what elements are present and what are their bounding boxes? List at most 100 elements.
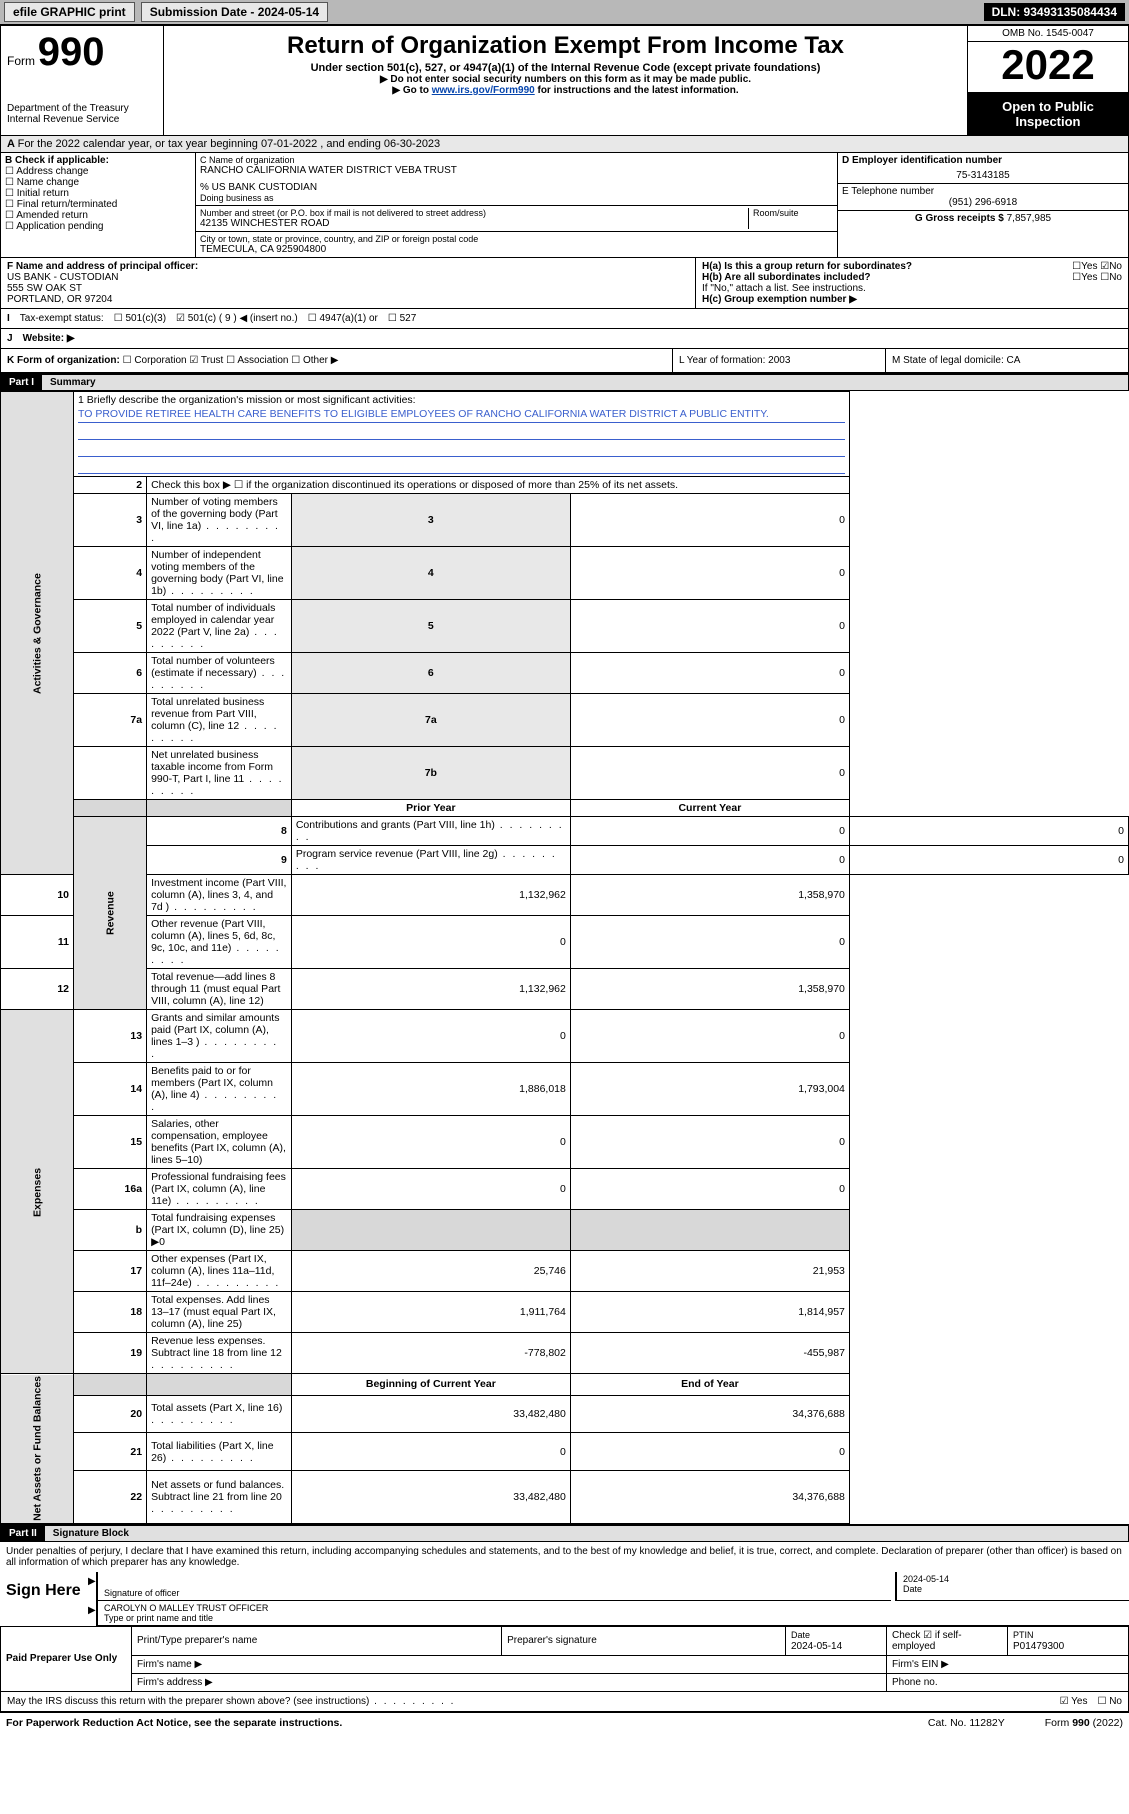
dept-treasury: Department of the Treasury bbox=[7, 103, 157, 114]
chk-501c3[interactable]: ☐ 501(c)(3) bbox=[114, 313, 166, 324]
omb-number: OMB No. 1545-0047 bbox=[968, 26, 1128, 42]
state-domicile: M State of legal domicile: CA bbox=[885, 349, 1128, 372]
rev-row-12: 12Total revenue—add lines 8 through 11 (… bbox=[1, 969, 1129, 1010]
form-number: 990 bbox=[38, 30, 105, 74]
officer-addr2: PORTLAND, OR 97204 bbox=[7, 294, 689, 305]
irs-link[interactable]: www.irs.gov/Form990 bbox=[432, 85, 535, 96]
chk-corp[interactable]: ☐ Corporation bbox=[123, 355, 187, 366]
chk-initial-return[interactable]: Initial return bbox=[5, 188, 191, 199]
part-ii-bar: Part II Signature Block bbox=[0, 1524, 1129, 1542]
prep-self-emp[interactable]: Check ☑ if self-employed bbox=[887, 1626, 1008, 1655]
addr-label: Number and street (or P.O. box if mail i… bbox=[200, 208, 748, 218]
discuss-no[interactable]: ☐ No bbox=[1097, 1696, 1122, 1707]
identity-block: B Check if applicable: Address change Na… bbox=[0, 153, 1129, 258]
discuss-question: May the IRS discuss this return with the… bbox=[7, 1696, 455, 1707]
phone-label: E Telephone number bbox=[842, 186, 1124, 197]
website-row: J Website: ▶ bbox=[0, 329, 1129, 349]
principal-block: F Name and address of principal officer:… bbox=[0, 258, 1129, 309]
period-line: A For the 2022 calendar year, or tax yea… bbox=[0, 136, 1129, 153]
summary-table: Activities & Governance 1 Briefly descri… bbox=[0, 391, 1129, 1524]
side-net-assets: Net Assets or Fund Balances bbox=[1, 1374, 74, 1524]
city-label: City or town, state or province, country… bbox=[200, 234, 833, 244]
net-row-20: 20Total assets (Part X, line 16)33,482,4… bbox=[1, 1395, 1129, 1432]
sign-here-label: Sign Here bbox=[0, 1572, 92, 1626]
hc-label: H(c) Group exemption number ▶ bbox=[702, 294, 1122, 305]
exp-row-19: 19Revenue less expenses. Subtract line 1… bbox=[1, 1333, 1129, 1374]
prep-name-label: Print/Type preparer's name bbox=[132, 1626, 502, 1655]
chk-other[interactable]: ☐ Other ▶ bbox=[291, 355, 338, 366]
efile-top-bar: efile GRAPHIC print Submission Date - 20… bbox=[0, 0, 1129, 24]
chk-final-return[interactable]: Final return/terminated bbox=[5, 199, 191, 210]
mission-text: TO PROVIDE RETIREE HEALTH CARE BENEFITS … bbox=[78, 406, 845, 423]
form-header: Form 990 Department of the Treasury Inte… bbox=[0, 24, 1129, 136]
paid-preparer-table: Paid Preparer Use Only Print/Type prepar… bbox=[0, 1626, 1129, 1692]
rev-row-10: 10Investment income (Part VIII, column (… bbox=[1, 875, 1129, 916]
officer-addr1: 555 SW OAK ST bbox=[7, 283, 689, 294]
phone: (951) 296-6918 bbox=[842, 197, 1124, 208]
part-i-bar: Part I Summary bbox=[0, 373, 1129, 391]
gov-row-6: 6Total number of volunteers (estimate if… bbox=[1, 653, 1129, 694]
form-ref: Form 990 (2022) bbox=[1045, 1717, 1123, 1729]
print-name-label: Type or print name and title bbox=[104, 1613, 213, 1623]
prep-sig-label: Preparer's signature bbox=[502, 1626, 786, 1655]
k-org-row: K Form of organization: ☐ Corporation ☑ … bbox=[0, 349, 1129, 373]
exp-row-18: 18Total expenses. Add lines 13–17 (must … bbox=[1, 1292, 1129, 1333]
chk-501c[interactable]: ☑ 501(c) ( 9 ) ◀ (insert no.) bbox=[176, 313, 298, 324]
gross-receipts: 7,857,985 bbox=[1007, 213, 1052, 224]
side-revenue: Revenue bbox=[74, 817, 147, 1010]
firm-phone: Phone no. bbox=[887, 1673, 1129, 1691]
hb-note: If "No," attach a list. See instructions… bbox=[702, 283, 1122, 294]
sign-here-block: Sign Here Signature of officer 2024-05-1… bbox=[0, 1572, 1129, 1626]
discuss-yes[interactable]: ☑ Yes bbox=[1060, 1696, 1088, 1707]
open-public: Open to Public Inspection bbox=[968, 93, 1128, 135]
ein-label: D Employer identification number bbox=[842, 155, 1124, 166]
year-header-row: Prior YearCurrent Year bbox=[1, 800, 1129, 817]
name-label: C Name of organization bbox=[200, 155, 833, 165]
rev-row-11: 11Other revenue (Part VIII, column (A), … bbox=[1, 916, 1129, 969]
dba-label: Doing business as bbox=[200, 193, 833, 203]
tax-year: 2022 bbox=[968, 42, 1128, 93]
gov-row-5: 5Total number of individuals employed in… bbox=[1, 600, 1129, 653]
note-ssn: Do not enter social security numbers on … bbox=[390, 74, 751, 85]
org-name: RANCHO CALIFORNIA WATER DISTRICT VEBA TR… bbox=[200, 165, 833, 176]
side-expenses: Expenses bbox=[1, 1010, 74, 1374]
firm-name: Firm's name ▶ bbox=[132, 1655, 887, 1673]
care-of: % US BANK CUSTODIAN bbox=[200, 182, 833, 193]
chk-trust[interactable]: ☑ Trust bbox=[189, 355, 223, 366]
sig-date: 2024-05-14 bbox=[903, 1574, 1123, 1584]
street-address: 42135 WINCHESTER ROAD bbox=[200, 218, 748, 229]
paperwork-notice: For Paperwork Reduction Act Notice, see … bbox=[6, 1717, 342, 1729]
chk-app-pending[interactable]: Application pending bbox=[5, 221, 191, 232]
efile-label[interactable]: efile GRAPHIC print bbox=[4, 2, 135, 22]
exp-row-14: 14Benefits paid to or for members (Part … bbox=[1, 1063, 1129, 1116]
year-formation: L Year of formation: 2003 bbox=[672, 349, 885, 372]
chk-amended[interactable]: Amended return bbox=[5, 210, 191, 221]
paid-preparer-label: Paid Preparer Use Only bbox=[1, 1626, 132, 1691]
city-state-zip: TEMECULA, CA 925904800 bbox=[200, 244, 833, 255]
chk-4947[interactable]: ☐ 4947(a)(1) or bbox=[308, 313, 378, 324]
chk-address-change[interactable]: Address change bbox=[5, 166, 191, 177]
sig-declaration: Under penalties of perjury, I declare th… bbox=[0, 1542, 1129, 1572]
prep-date: 2024-05-14 bbox=[791, 1641, 842, 1652]
firm-address: Firm's address ▶ bbox=[132, 1673, 887, 1691]
hb-question: H(b) Are all subordinates included? ☐Yes… bbox=[702, 272, 1122, 283]
net-row-21: 21Total liabilities (Part X, line 26)00 bbox=[1, 1433, 1129, 1470]
cat-no: Cat. No. 11282Y bbox=[928, 1717, 1005, 1729]
sig-date-label: Date bbox=[903, 1584, 922, 1594]
form-word: Form bbox=[7, 54, 35, 68]
exp-row-15: 15Salaries, other compensation, employee… bbox=[1, 1116, 1129, 1169]
submission-date[interactable]: Submission Date - 2024-05-14 bbox=[141, 2, 328, 22]
sig-officer-label: Signature of officer bbox=[104, 1588, 179, 1598]
net-row-22: 22Net assets or fund balances. Subtract … bbox=[1, 1470, 1129, 1523]
officer-print-name: CAROLYN O MALLEY TRUST OFFICER bbox=[104, 1603, 1123, 1613]
block-b-hdr: B Check if applicable: bbox=[5, 155, 191, 166]
chk-assoc[interactable]: ☐ Association bbox=[226, 355, 288, 366]
side-governance: Activities & Governance bbox=[1, 392, 74, 875]
gov-row-4: 4Number of independent voting members of… bbox=[1, 547, 1129, 600]
chk-name-change[interactable]: Name change bbox=[5, 177, 191, 188]
rev-row-9: 9Program service revenue (Part VIII, lin… bbox=[1, 846, 1129, 875]
chk-527[interactable]: ☐ 527 bbox=[388, 313, 416, 324]
exp-row-17: 17Other expenses (Part IX, column (A), l… bbox=[1, 1251, 1129, 1292]
form-subtitle: Under section 501(c), 527, or 4947(a)(1)… bbox=[170, 62, 961, 74]
dln: DLN: 93493135084434 bbox=[984, 3, 1125, 21]
